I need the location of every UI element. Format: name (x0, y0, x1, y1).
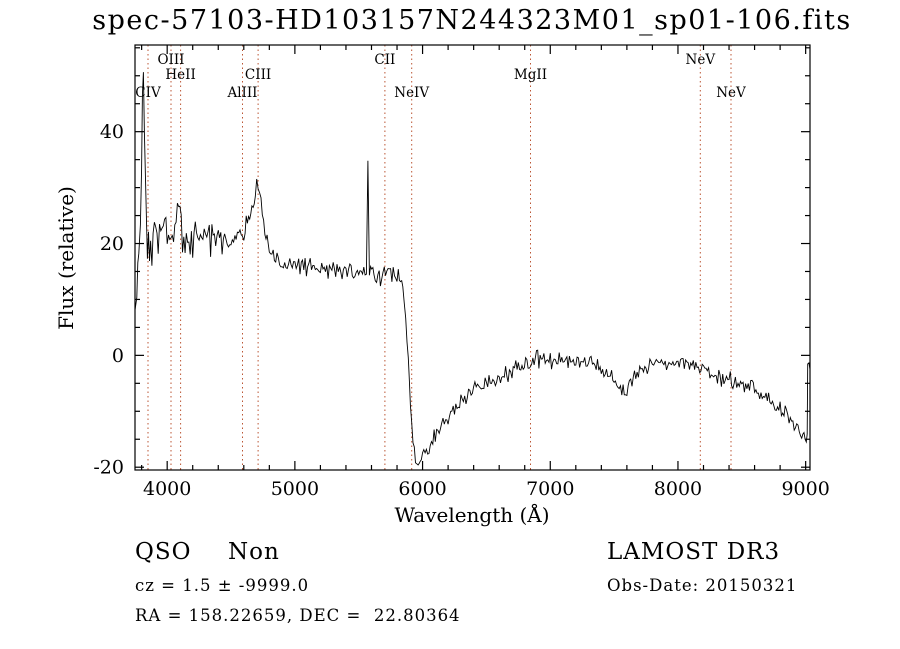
class-label: QSO (135, 539, 192, 565)
x-tick-label: 5000 (271, 478, 319, 500)
emission-line-label: AlIII (226, 85, 257, 101)
x-tick-label: 6000 (398, 478, 446, 500)
y-tick-label: 40 (100, 121, 124, 143)
redshift-text: cz = 1.5 ± -9999.0 (135, 576, 310, 595)
y-tick-label: 20 (100, 233, 124, 255)
plot-frame (134, 44, 811, 471)
y-tick-label: -20 (93, 457, 124, 479)
survey-label: LAMOST DR3 (607, 539, 781, 565)
emission-line-label: CIII (245, 67, 271, 83)
emission-line-label: MgII (514, 67, 547, 83)
emission-line-label: NeV (686, 52, 716, 68)
ra-dec-text: RA = 158.22659, DEC = 22.80364 (135, 606, 461, 625)
emission-line-label: CIV (135, 85, 161, 101)
emission-line-label: NeIV (394, 85, 429, 101)
spectrum-line (135, 72, 810, 466)
subclass-label: Non (228, 539, 280, 565)
y-axis-label: Flux (relative) (54, 186, 78, 330)
emission-line-label: HeII (165, 67, 195, 83)
x-axis-label: Wavelength (Å) (394, 503, 550, 527)
obs-date-text: Obs-Date: 20150321 (607, 576, 798, 595)
x-tick-label: 7000 (526, 478, 574, 500)
figure-title: spec-57103-HD103157N244323M01_sp01-106.f… (92, 5, 852, 36)
x-tick-label: 4000 (143, 478, 191, 500)
x-tick-label: 8000 (654, 478, 702, 500)
emission-line-label: OIII (157, 52, 184, 68)
y-tick-label: 0 (112, 345, 124, 367)
x-tick-label: 9000 (781, 478, 829, 500)
emission-line-label: NeV (716, 85, 746, 101)
emission-line-label: CII (374, 52, 395, 68)
